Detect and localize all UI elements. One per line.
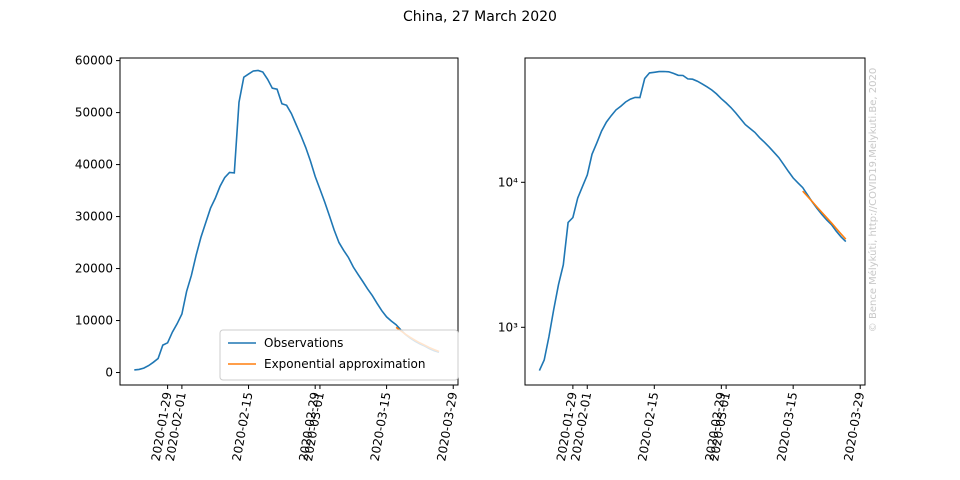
legend-label: Observations	[264, 336, 343, 350]
x-tick-label: 2020-03-29	[434, 391, 460, 462]
legend-label: Exponential approximation	[264, 357, 425, 371]
x-tick-label: 2020-03-29	[841, 391, 867, 462]
x-tick-label: 2020-03-15	[774, 391, 800, 462]
y-tick-label: 30000	[75, 210, 113, 224]
plot-frame	[119, 57, 459, 386]
y-tick-label: 60000	[75, 54, 113, 68]
x-tick-label: 2020-02-15	[635, 391, 661, 462]
y-tick-label: 40000	[75, 158, 113, 172]
y-tick-label: 50000	[75, 106, 113, 120]
y-tick-label: 10000	[75, 314, 113, 328]
y-tick-label: 10³	[498, 320, 518, 334]
figure-title: China, 27 March 2020	[403, 9, 557, 25]
data-line	[538, 70, 847, 371]
watermark: © Bence Mélykúti, http://COVID19.Melykut…	[867, 68, 879, 332]
x-tick-label: 2020-03-15	[368, 391, 394, 462]
data-line	[802, 190, 847, 240]
y-tick-label: 10⁴	[498, 175, 518, 189]
data-line	[134, 69, 440, 371]
y-tick-label: 0	[105, 366, 113, 380]
y-tick-label: 20000	[75, 262, 113, 276]
legend-box	[219, 329, 459, 381]
plot-frame	[524, 57, 866, 386]
x-tick-label: 2020-02-15	[230, 391, 256, 462]
